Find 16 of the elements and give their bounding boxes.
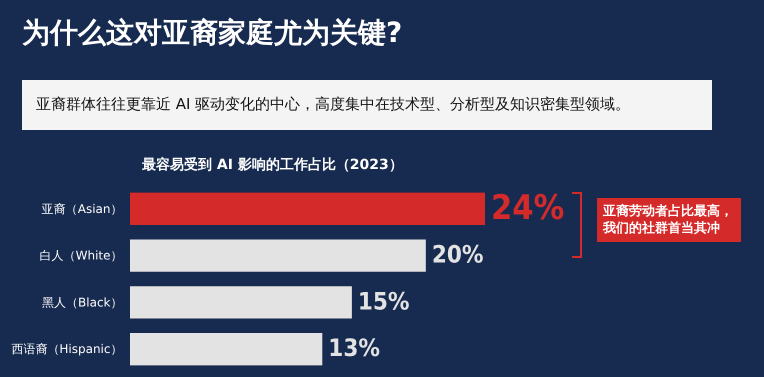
data-label: 13%: [328, 334, 380, 362]
bar: [130, 239, 426, 272]
y-tick-label: 西语裔（Hispanic）: [11, 342, 122, 356]
chart-subtitle: 亚裔群体往往更靠近 AI 驱动变化的中心，高度集中在技术型、分析型及知识密集型领域。: [22, 80, 712, 130]
data-label: 24%: [491, 188, 564, 228]
data-label: 15%: [358, 287, 410, 316]
text: 亚裔劳动者占比最高，我们的社群首当其冲: [597, 198, 741, 242]
text: 最容易受到 AI 影响的工作占比（2023）: [142, 156, 403, 174]
y-tick-label: 白人（White）: [40, 248, 122, 263]
bar: [130, 286, 352, 319]
chart-title: 为什么这对亚裔家庭尤为关键?: [22, 15, 402, 51]
bar: [130, 333, 322, 366]
bar: [130, 192, 485, 225]
y-tick-label: 黑人（Black）: [42, 295, 122, 310]
y-tick-label: 亚裔（Asian）: [42, 202, 122, 216]
data-label: 20%: [432, 240, 484, 269]
